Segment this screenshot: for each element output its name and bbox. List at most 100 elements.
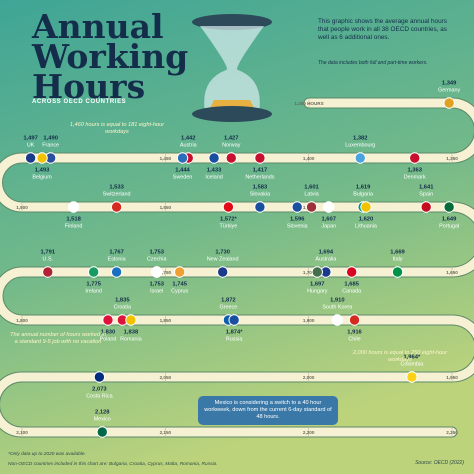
value-label: 1,745	[172, 282, 187, 288]
tick-label: 1,800	[16, 318, 28, 323]
tick-label: 1,650	[446, 270, 458, 275]
country-label: Belgium	[32, 174, 52, 180]
country-marker	[291, 201, 303, 213]
value-label: 1,518	[66, 217, 81, 223]
value-label: 1,444	[175, 168, 190, 174]
country-marker	[443, 201, 455, 213]
country-label: New Zealand	[207, 256, 239, 262]
country-label: Romania	[120, 336, 142, 342]
country-marker	[42, 266, 54, 278]
country-marker	[254, 201, 266, 213]
value-label: 1,916	[347, 330, 362, 336]
value-label: 1,753	[149, 250, 164, 256]
country-label: Estonia	[108, 256, 126, 262]
country-label: Luxembourg	[345, 142, 375, 148]
value-label: 1,433	[207, 168, 222, 174]
value-label: 1,490	[43, 136, 58, 142]
country-marker	[208, 152, 220, 164]
country-marker	[110, 201, 123, 213]
country-marker	[254, 152, 266, 164]
value-label: 2,073	[92, 387, 107, 393]
country-label: UK	[27, 142, 35, 148]
tick-label: 1,900	[303, 318, 315, 323]
tick-label: 2,100	[16, 430, 28, 435]
country-label: Austria	[180, 142, 197, 148]
country-label: Germany	[438, 87, 460, 93]
value-label: 1,775	[86, 282, 101, 288]
country-marker	[406, 371, 418, 383]
title: Annual Working Hours	[32, 7, 189, 106]
country-label: Finland	[65, 223, 83, 229]
value-label: 1,767	[109, 250, 124, 256]
country-label: Colombia	[400, 361, 423, 367]
country-label: Mexico	[94, 416, 111, 422]
footnote: *Only data up to 2020 was available.	[8, 452, 86, 457]
value-label: 1,442	[181, 136, 196, 142]
country-label: Sweden	[173, 174, 192, 180]
country-label: Hungary	[307, 288, 328, 294]
value-label: 1,497	[23, 136, 38, 142]
data-note: The data includes both full and part-tim…	[318, 60, 428, 66]
country-marker	[323, 201, 335, 213]
country-marker	[102, 314, 114, 326]
value-label: 1,607	[321, 217, 336, 223]
value-label: 1,872	[221, 298, 236, 304]
country-label: Israel	[150, 288, 163, 294]
value-label: 1,874*	[226, 330, 244, 336]
value-label: 1,830	[101, 330, 116, 336]
country-label: Australia	[315, 256, 336, 262]
annotation: 1,460 hours is equal to 181 eight-hour w…	[69, 122, 165, 135]
footnote: Non-OECD countries included in this char…	[8, 462, 218, 467]
country-label: Lithuania	[355, 223, 377, 229]
tick-label: 1,850	[160, 318, 172, 323]
country-marker	[110, 266, 123, 278]
value-label: 1,619	[356, 185, 371, 191]
country-marker	[345, 266, 358, 278]
description: This graphic shows the average annual ho…	[318, 18, 447, 41]
country-marker	[420, 201, 432, 213]
annotation: 2,000 hours is equal to 250 eight-hour w…	[352, 350, 448, 363]
tick-label: 2,000	[303, 375, 315, 380]
country-label: Türkiye	[220, 223, 238, 229]
value-label: 1,572*	[220, 217, 238, 223]
country-marker	[331, 314, 344, 326]
tick-label: 2,150	[160, 430, 172, 435]
mexico-annotation: Mexico is considering a switch to a 40 h…	[198, 396, 338, 425]
subtitle: ACROSS OECD COUNTRIES	[32, 99, 127, 105]
country-label: Chile	[348, 336, 360, 342]
country-label: U.S.	[43, 256, 53, 262]
country-label: Portugal	[439, 223, 459, 229]
value-label: 1,601	[304, 185, 319, 191]
tick-label: 2,050	[160, 375, 172, 380]
country-marker	[216, 266, 229, 278]
value-label: 1,427	[224, 136, 239, 142]
value-label: 1,620	[359, 217, 374, 223]
country-marker	[222, 201, 235, 213]
value-label: 1,964*	[403, 355, 421, 361]
hourglass	[192, 14, 272, 122]
tick-label: 2,200	[303, 430, 315, 435]
tick-label: 1,950	[446, 375, 458, 380]
country-label: Costa Rica	[86, 393, 112, 399]
country-label: Croatia	[114, 304, 131, 310]
country-marker	[228, 314, 240, 326]
country-label: France	[42, 142, 59, 148]
country-label: Switzerland	[103, 191, 131, 197]
country-marker	[305, 201, 318, 213]
country-label: Greece	[220, 304, 238, 310]
value-label: 1,753	[149, 282, 164, 288]
country-label: Latvia	[304, 191, 318, 197]
country-label: Bulgaria	[353, 191, 373, 197]
value-label: 1,669	[390, 250, 405, 256]
value-label: 1,583	[253, 185, 268, 191]
tick-label: 1,750	[160, 270, 172, 275]
value-label: 1,730	[215, 250, 230, 256]
value-label: 1,649	[442, 217, 457, 223]
value-label: 1,641	[419, 185, 434, 191]
country-marker	[176, 152, 189, 164]
country-marker	[67, 201, 80, 213]
value-label: 1,382	[353, 136, 368, 142]
value-label: 1,835	[115, 298, 130, 304]
tick-label: 1,400	[303, 156, 315, 161]
country-label: Ireland	[85, 288, 101, 294]
